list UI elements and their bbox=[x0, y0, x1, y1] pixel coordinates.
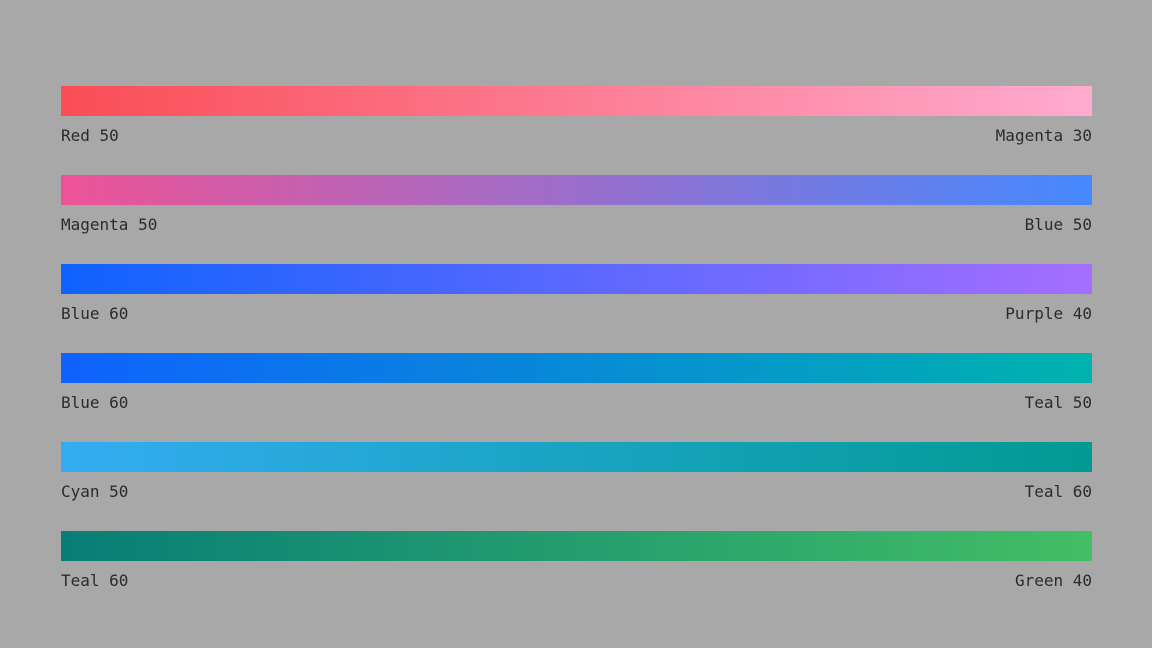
gradient-list: Red 50 Magenta 30 Magenta 50 Blue 50 Blu… bbox=[61, 86, 1092, 620]
gradient-row-cyan-teal: Cyan 50 Teal 60 bbox=[61, 442, 1092, 501]
gradient-start-label: Magenta 50 bbox=[61, 215, 158, 234]
gradient-row-red-magenta: Red 50 Magenta 30 bbox=[61, 86, 1092, 145]
gradient-end-label: Teal 60 bbox=[1024, 482, 1092, 501]
gradient-bar-teal-green bbox=[61, 531, 1092, 561]
gradient-bar-red-magenta bbox=[61, 86, 1092, 116]
gradient-labels: Teal 60 Green 40 bbox=[61, 571, 1092, 590]
gradient-bar-cyan-teal bbox=[61, 442, 1092, 472]
gradient-end-label: Magenta 30 bbox=[995, 126, 1092, 145]
gradient-start-label: Cyan 50 bbox=[61, 482, 129, 501]
gradient-row-teal-green: Teal 60 Green 40 bbox=[61, 531, 1092, 590]
gradient-end-label: Teal 50 bbox=[1024, 393, 1092, 412]
gradient-row-blue-teal: Blue 60 Teal 50 bbox=[61, 353, 1092, 412]
gradient-bar-blue-teal bbox=[61, 353, 1092, 383]
gradient-labels: Red 50 Magenta 30 bbox=[61, 126, 1092, 145]
gradient-start-label: Teal 60 bbox=[61, 571, 129, 590]
gradient-bar-magenta-blue bbox=[61, 175, 1092, 205]
gradient-labels: Blue 60 Teal 50 bbox=[61, 393, 1092, 412]
gradient-start-label: Blue 60 bbox=[61, 393, 129, 412]
gradient-end-label: Purple 40 bbox=[1005, 304, 1092, 323]
gradient-end-label: Green 40 bbox=[1014, 571, 1092, 590]
gradient-end-label: Blue 50 bbox=[1024, 215, 1092, 234]
gradient-start-label: Red 50 bbox=[61, 126, 119, 145]
gradient-labels: Blue 60 Purple 40 bbox=[61, 304, 1092, 323]
gradient-start-label: Blue 60 bbox=[61, 304, 129, 323]
gradient-bar-blue-purple bbox=[61, 264, 1092, 294]
gradient-row-blue-purple: Blue 60 Purple 40 bbox=[61, 264, 1092, 323]
gradient-labels: Magenta 50 Blue 50 bbox=[61, 215, 1092, 234]
gradient-row-magenta-blue: Magenta 50 Blue 50 bbox=[61, 175, 1092, 234]
gradient-labels: Cyan 50 Teal 60 bbox=[61, 482, 1092, 501]
